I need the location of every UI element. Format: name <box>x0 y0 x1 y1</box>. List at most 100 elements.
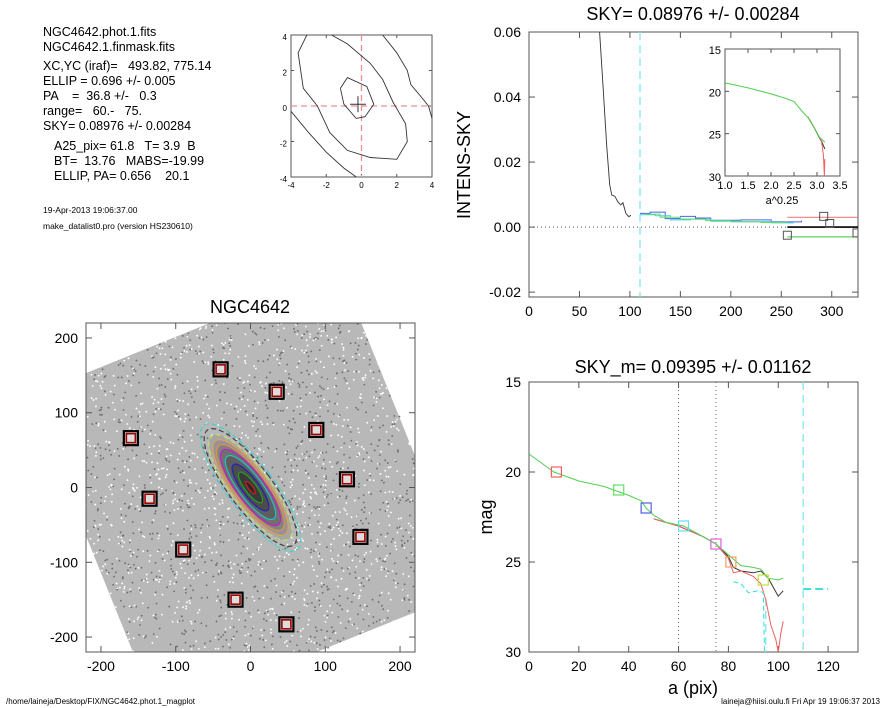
noise-speck <box>223 593 226 596</box>
noise-speck <box>293 453 296 456</box>
noise-speck <box>238 618 241 621</box>
noise-speck <box>420 593 422 595</box>
noise-speck <box>299 412 302 416</box>
noise-speck <box>219 523 222 527</box>
noise-speck <box>238 514 241 517</box>
noise-speck <box>232 637 235 640</box>
noise-speck <box>336 585 340 588</box>
noise-speck <box>385 500 388 504</box>
noise-speck <box>238 378 241 381</box>
noise-speck <box>189 459 192 462</box>
noise-speck <box>137 566 140 569</box>
noise-speck <box>361 376 364 379</box>
noise-speck <box>65 388 67 390</box>
noise-speck <box>280 591 283 594</box>
noise-speck <box>213 686 215 688</box>
noise-speck <box>260 543 263 546</box>
noise-speck <box>370 563 373 566</box>
noise-speck <box>327 355 330 358</box>
noise-speck <box>331 557 334 560</box>
noise-speck <box>409 524 412 527</box>
noise-speck <box>324 484 327 487</box>
noise-speck <box>282 409 285 412</box>
noise-speck <box>245 596 248 599</box>
noise-speck <box>296 333 299 336</box>
noise-speck <box>117 376 120 379</box>
noise-speck <box>385 554 388 557</box>
noise-speck <box>315 288 317 290</box>
noise-speck <box>166 378 169 381</box>
noise-speck <box>230 403 233 406</box>
footer-user-date: laineja@hiisi.oulu.fi Fri Apr 19 19:06:3… <box>721 697 880 706</box>
noise-speck <box>124 391 127 394</box>
noise-speck <box>368 478 372 481</box>
noise-speck <box>164 685 166 687</box>
noise-speck <box>340 577 343 580</box>
noise-speck <box>147 655 149 657</box>
noise-speck <box>342 569 345 573</box>
noise-speck <box>384 469 387 472</box>
noise-speck <box>335 372 338 375</box>
noise-speck <box>298 539 301 542</box>
noise-speck <box>127 632 130 635</box>
noise-speck <box>175 570 178 574</box>
noise-speck <box>391 537 394 540</box>
noise-speck <box>99 413 102 416</box>
noise-speck <box>286 450 289 453</box>
noise-speck <box>307 293 309 295</box>
filename-phot: NGC4642.phot.1.fits <box>43 25 156 39</box>
noise-speck <box>378 618 381 622</box>
noise-speck <box>66 397 68 399</box>
noise-speck <box>151 659 153 661</box>
noise-speck <box>228 342 231 345</box>
noise-speck <box>325 475 328 478</box>
noise-speck <box>155 635 159 638</box>
noise-speck <box>250 420 253 423</box>
noise-speck <box>396 582 399 585</box>
noise-speck <box>100 372 103 375</box>
noise-speck <box>426 531 428 533</box>
noise-speck <box>169 356 172 359</box>
noise-speck <box>122 364 125 367</box>
noise-speck <box>157 377 161 380</box>
noise-speck <box>418 512 420 514</box>
noise-speck <box>199 699 201 701</box>
noise-speck <box>428 548 430 550</box>
noise-speck <box>216 654 218 656</box>
noise-speck <box>330 549 333 552</box>
isophote-marker <box>725 556 737 568</box>
noise-speck <box>397 517 400 520</box>
noise-speck <box>154 685 156 687</box>
noise-speck <box>313 307 315 309</box>
noise-speck <box>292 305 294 307</box>
noise-speck <box>163 364 166 367</box>
noise-speck <box>208 547 211 550</box>
noise-speck <box>319 406 322 409</box>
noise-speck <box>185 605 188 608</box>
noise-speck <box>214 636 217 639</box>
noise-speck <box>335 336 338 339</box>
noise-speck <box>320 582 323 585</box>
noise-speck <box>367 522 370 525</box>
noise-speck <box>306 603 309 606</box>
noise-speck <box>448 587 450 589</box>
noise-speck <box>97 507 100 510</box>
noise-speck <box>104 559 107 562</box>
noise-speck <box>333 385 336 389</box>
noise-speck <box>195 557 198 560</box>
noise-speck <box>308 517 311 520</box>
noise-speck <box>220 342 223 345</box>
noise-speck <box>363 484 366 487</box>
noise-speck <box>203 507 206 510</box>
noise-speck <box>326 610 329 613</box>
noise-speck <box>133 489 136 492</box>
noise-speck <box>274 450 277 453</box>
galaxy <box>199 423 302 552</box>
noise-speck <box>316 321 318 323</box>
noise-speck <box>186 563 189 566</box>
noise-speck <box>169 454 172 457</box>
noise-speck <box>233 657 235 659</box>
noise-speck <box>123 585 126 588</box>
noise-speck <box>236 657 238 659</box>
noise-speck <box>115 430 118 433</box>
